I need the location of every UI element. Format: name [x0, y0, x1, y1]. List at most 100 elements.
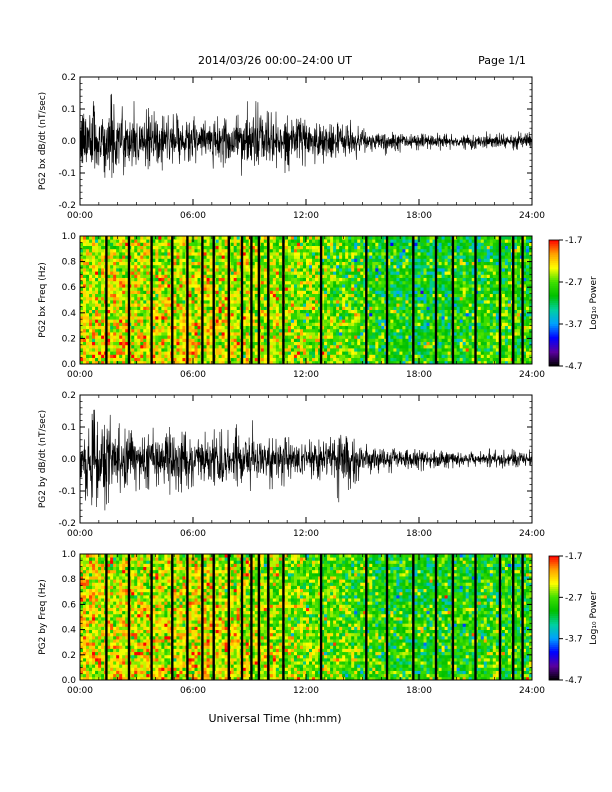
- heatmap-cell: [152, 274, 156, 278]
- heatmap-cell: [179, 325, 183, 330]
- heatmap-cell: [176, 348, 180, 352]
- heatmap-cell: [357, 306, 361, 310]
- heatmap-cell: [152, 316, 156, 320]
- heatmap-cell: [284, 328, 289, 333]
- heatmap-cell: [312, 332, 316, 336]
- heatmap-cell: [441, 236, 446, 240]
- heatmap-cell: [378, 261, 382, 266]
- heatmap-cell: [363, 312, 367, 317]
- heatmap-cell: [299, 271, 304, 275]
- heatmap-cell: [122, 306, 126, 310]
- heatmap-cell: [420, 271, 424, 275]
- heatmap-cell: [98, 335, 102, 339]
- heatmap-cell: [348, 236, 352, 240]
- heatmap-cell: [429, 322, 433, 326]
- heatmap-cell: [98, 264, 102, 269]
- heatmap-cell: [203, 348, 207, 352]
- heatmap-cell: [327, 239, 331, 243]
- heatmap-cell: [110, 261, 114, 266]
- heatmap-cell: [137, 252, 141, 256]
- heatmap-cell: [399, 312, 403, 317]
- heatmap-cell: [302, 239, 307, 243]
- heatmap-cell: [315, 280, 319, 285]
- heatmap-cell: [101, 268, 105, 272]
- heatmap-cell: [278, 296, 283, 301]
- heatmap-cell: [251, 242, 256, 246]
- heatmap-cell: [230, 258, 235, 262]
- heatmap-cell: [143, 245, 147, 250]
- heatmap-cell: [375, 348, 379, 352]
- heatmap-cell: [324, 271, 328, 275]
- heatmap-cell: [134, 344, 138, 349]
- heatmap-cell: [236, 242, 241, 246]
- heatmap-cell: [89, 252, 93, 256]
- heatmap-cell: [173, 338, 177, 342]
- heatmap-cell: [143, 344, 147, 349]
- heatmap-cell: [399, 306, 403, 310]
- heatmap-cell: [155, 322, 159, 326]
- heatmap-cell: [372, 328, 376, 333]
- heatmap-cell: [399, 300, 403, 304]
- heatmap-cell: [254, 239, 259, 243]
- heatmap-cell: [290, 341, 295, 346]
- heatmap-cell: [396, 268, 400, 272]
- heatmap-cell: [369, 351, 373, 355]
- heatmap-cell: [375, 287, 379, 291]
- heatmap-cell: [426, 335, 430, 339]
- heatmap-cell: [290, 319, 295, 323]
- heatmap-cell: [444, 319, 449, 323]
- heatmap-cell: [366, 268, 370, 272]
- heatmap-cell: [182, 312, 186, 317]
- heatmap-cell: [296, 306, 301, 310]
- heatmap-cell: [441, 322, 446, 326]
- heatmap-cell: [263, 245, 268, 250]
- heatmap-cell: [80, 351, 84, 355]
- heatmap-cell: [131, 306, 135, 310]
- heatmap-cell: [399, 344, 403, 349]
- heatmap-cell: [209, 332, 213, 336]
- heatmap-cell: [158, 248, 162, 253]
- heatmap-cell: [275, 277, 280, 282]
- heatmap-cell: [116, 354, 120, 358]
- heatmap-cell: [137, 280, 141, 285]
- heatmap-cell: [194, 360, 198, 365]
- heatmap-cell: [125, 280, 129, 285]
- heatmap-cell: [176, 300, 180, 304]
- heatmap-cell: [348, 284, 352, 288]
- heatmap-cell: [312, 319, 316, 323]
- heatmap-cell: [435, 325, 439, 330]
- heatmap-cell: [396, 258, 400, 262]
- heatmap-cell: [290, 322, 295, 326]
- heatmap-cell: [89, 239, 93, 243]
- heatmap-cell: [191, 328, 195, 333]
- heatmap-cell: [188, 341, 192, 346]
- heatmap-cell: [318, 357, 322, 362]
- heatmap-cell: [215, 252, 220, 256]
- heatmap-cell: [236, 236, 241, 240]
- heatmap-cell: [233, 271, 238, 275]
- heatmap-cell: [194, 357, 198, 362]
- heatmap-cell: [354, 287, 358, 291]
- heatmap-cell: [312, 338, 316, 342]
- heatmap-cell: [360, 271, 364, 275]
- heatmap-cell: [387, 264, 391, 269]
- heatmap-cell: [92, 341, 96, 346]
- heatmap-cell: [333, 277, 337, 282]
- heatmap-cell: [110, 360, 114, 365]
- heatmap-cell: [203, 258, 207, 262]
- heatmap-cell: [203, 312, 207, 317]
- heatmap-cell: [290, 268, 295, 272]
- heatmap-cell: [438, 252, 442, 256]
- heatmap-cell: [179, 261, 183, 266]
- heatmap-cell: [284, 271, 289, 275]
- heatmap-cell: [179, 280, 183, 285]
- heatmap-cell: [342, 280, 346, 285]
- heatmap-cell: [125, 341, 129, 346]
- heatmap-cell: [366, 312, 370, 317]
- heatmap-cell: [435, 293, 439, 298]
- heatmap-cell: [206, 316, 210, 320]
- heatmap-cell: [324, 332, 328, 336]
- heatmap-cell: [275, 322, 280, 326]
- heatmap-cell: [140, 258, 144, 262]
- heatmap-cell: [221, 341, 226, 346]
